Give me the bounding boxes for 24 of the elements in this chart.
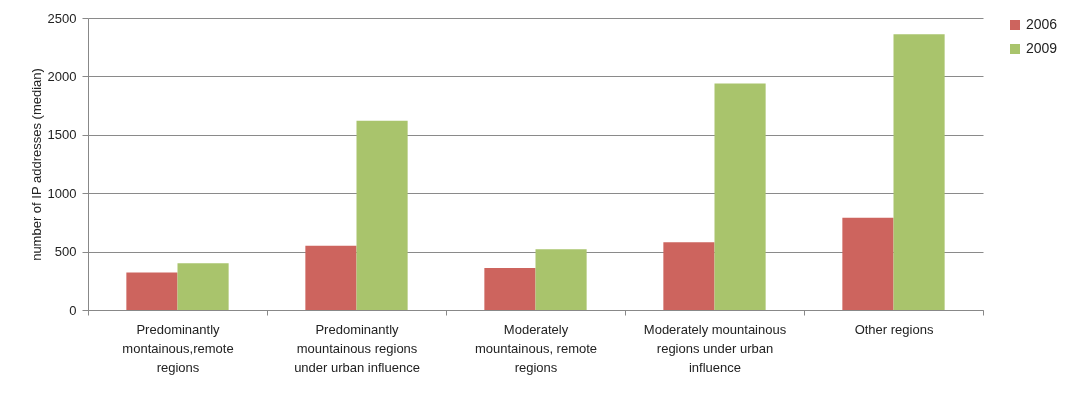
bar bbox=[177, 263, 229, 310]
x-tick-label: Other regions bbox=[854, 321, 934, 337]
y-tick-label: 2500 bbox=[47, 10, 77, 26]
y-tick-label: 2000 bbox=[47, 68, 77, 84]
bar bbox=[714, 83, 766, 310]
legend-label: 2009 bbox=[1026, 40, 1058, 56]
y-tick-label: 0 bbox=[69, 302, 77, 318]
bar bbox=[305, 245, 357, 310]
bar bbox=[126, 272, 178, 310]
y-axis-title: number of IP addresses (median) bbox=[28, 68, 44, 261]
bar bbox=[893, 34, 945, 310]
y-tick-label: 500 bbox=[54, 244, 77, 260]
x-tick-label: Predominantly mountainous regions under urban influence bbox=[294, 321, 420, 375]
bar bbox=[356, 120, 408, 310]
y-tick-label: 1000 bbox=[47, 185, 77, 201]
bar bbox=[484, 267, 536, 310]
bar bbox=[535, 249, 587, 310]
x-tick-label: Moderately mountainous regions under urban influence bbox=[643, 321, 787, 375]
bar bbox=[842, 217, 894, 310]
x-tick-label: Moderately mountainous, remote regions bbox=[474, 321, 598, 375]
x-tick-label: Predominantly montainous,remote regions bbox=[122, 321, 234, 375]
legend-label: 2006 bbox=[1026, 16, 1058, 32]
y-tick-label: 1500 bbox=[47, 127, 77, 143]
bar bbox=[663, 242, 715, 310]
